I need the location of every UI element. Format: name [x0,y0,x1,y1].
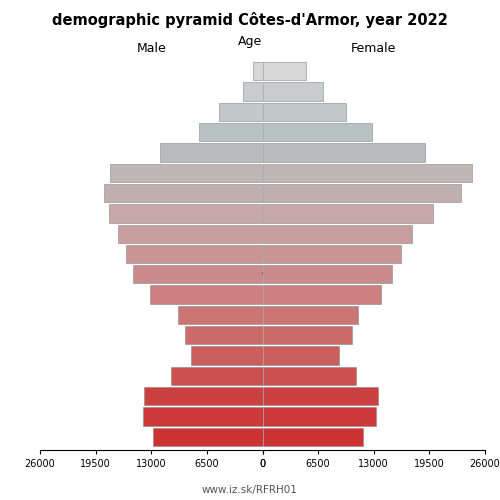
Text: 90: 90 [262,65,274,75]
Bar [184,326,262,344]
Text: 30: 30 [262,309,274,319]
Bar [262,265,392,283]
Bar [126,245,262,263]
Bar [160,144,262,162]
Text: 10: 10 [262,390,274,400]
Bar [262,102,345,121]
Bar [262,387,378,406]
Bar [262,224,412,243]
Bar [262,366,356,385]
Bar [199,123,262,141]
Bar [262,123,372,141]
Text: 0: 0 [265,431,271,441]
Bar [110,164,262,182]
Text: Age: Age [238,34,262,48]
Bar [178,306,262,324]
Bar [262,164,472,182]
Text: 20: 20 [262,350,274,360]
Bar [262,245,401,263]
Title: Male: Male [136,42,166,54]
Bar [253,62,262,80]
Bar [150,286,262,304]
Bar [153,428,262,446]
Bar [262,82,324,100]
Bar [144,387,262,406]
Bar [118,224,262,243]
Bar [262,144,425,162]
Text: 60: 60 [262,187,274,197]
Bar [262,62,306,80]
Text: demographic pyramid Côtes-d'Armor, year 2022: demographic pyramid Côtes-d'Armor, year … [52,12,448,28]
Bar [262,204,433,223]
Bar [219,102,262,121]
Bar [243,82,262,100]
Bar [262,408,376,426]
Text: 80: 80 [262,106,274,116]
Text: 40: 40 [262,268,274,278]
Bar [262,286,380,304]
Text: 50: 50 [262,228,274,237]
Bar [104,184,262,202]
Text: www.iz.sk/RFRH01: www.iz.sk/RFRH01 [202,485,298,495]
Bar [192,346,262,364]
Bar [262,428,362,446]
Bar [262,184,461,202]
Bar [262,326,352,344]
Bar [262,346,338,364]
Title: Female: Female [351,42,397,54]
Bar [171,366,262,385]
Text: 70: 70 [262,146,274,156]
Bar [262,306,358,324]
Bar [110,204,262,223]
Bar [142,408,262,426]
Bar [134,265,262,283]
